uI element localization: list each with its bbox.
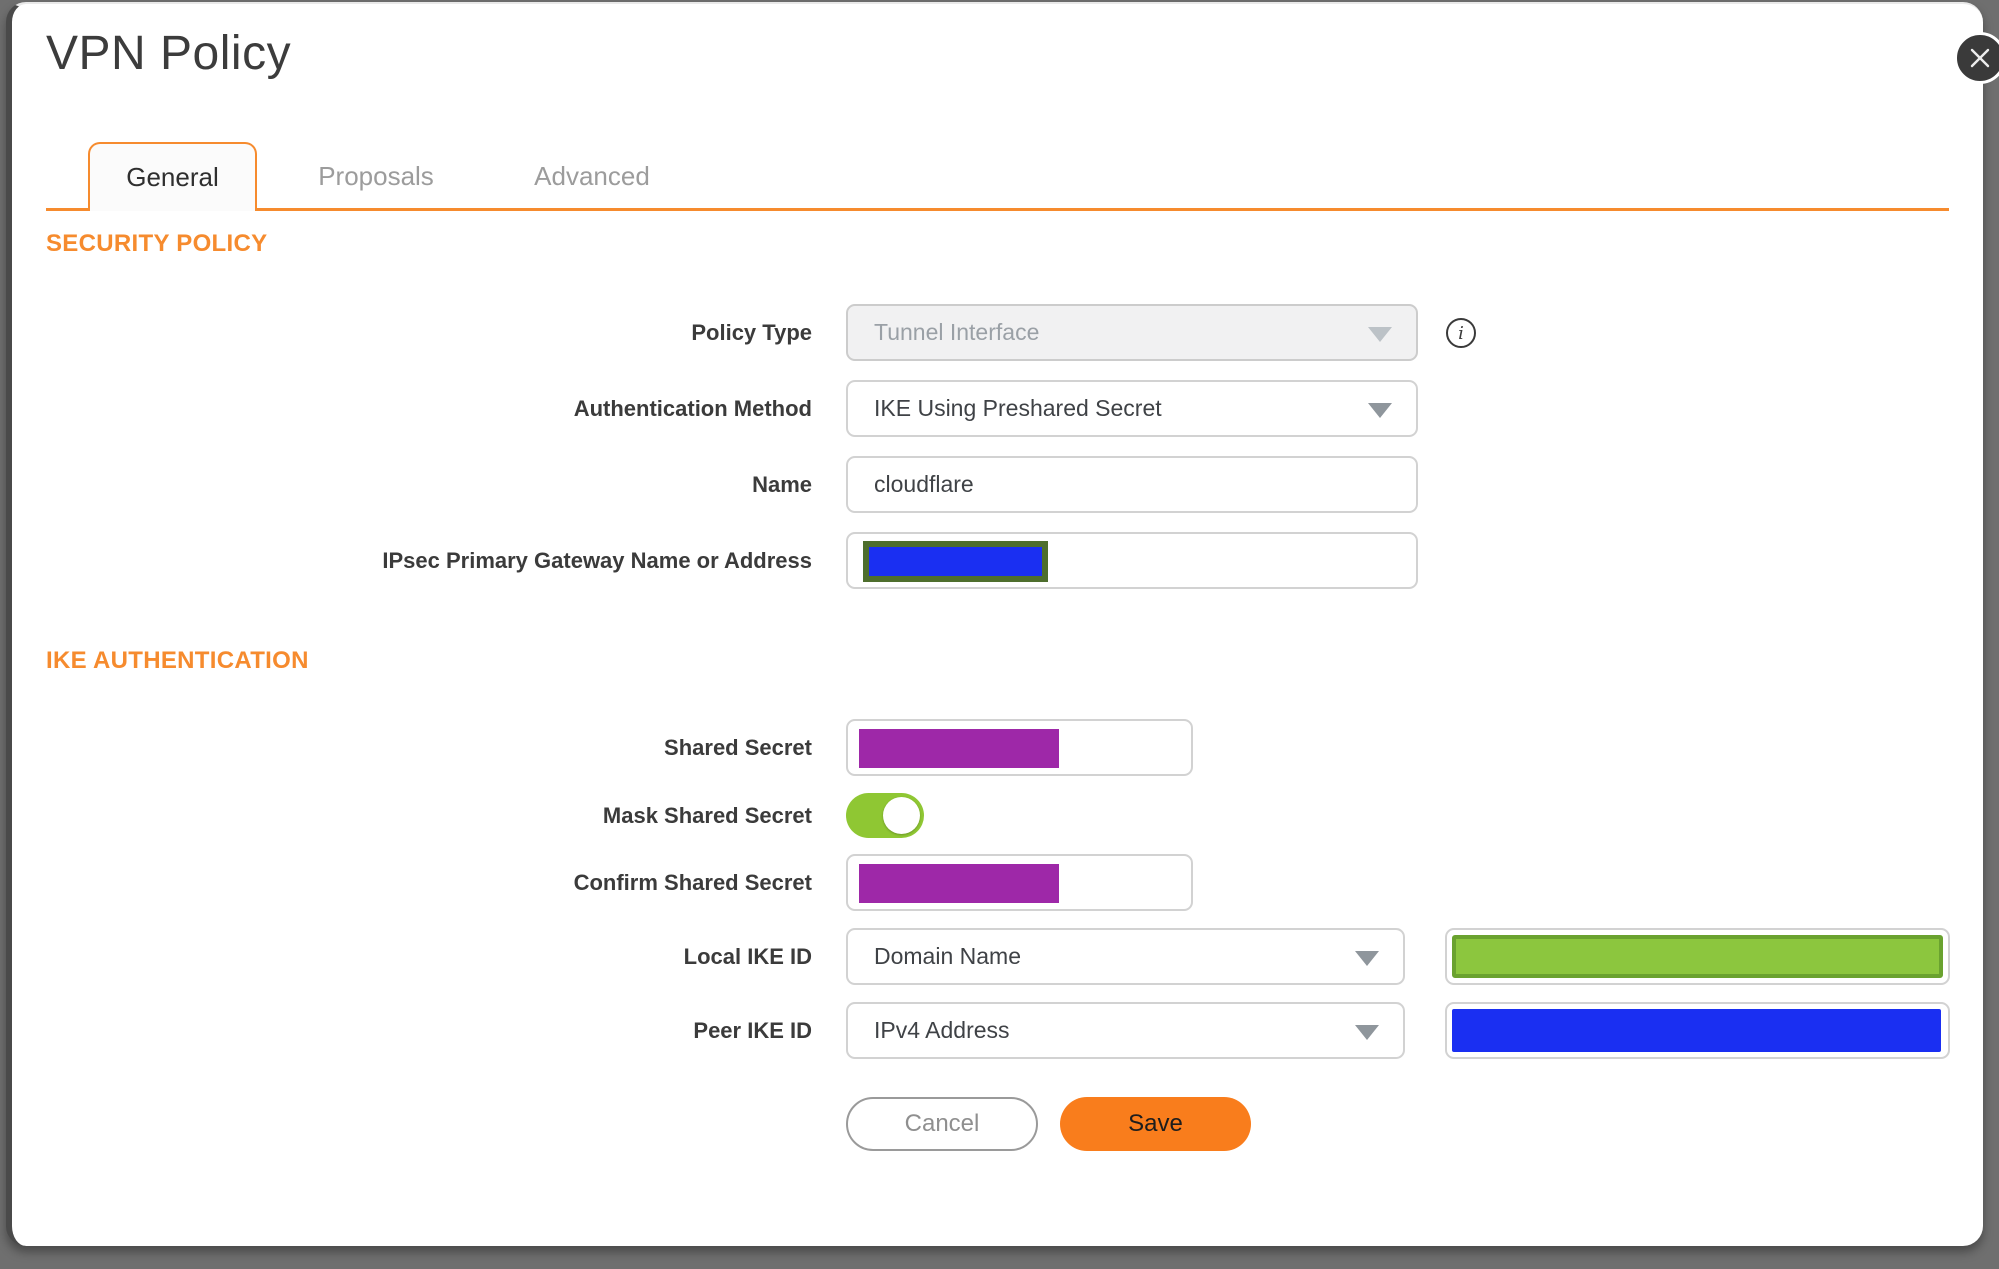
close-button[interactable] (1954, 32, 1999, 84)
authentication-method-label: Authentication Method (573, 396, 812, 421)
peer-ike-id-select[interactable]: IPv4 Address (846, 1002, 1405, 1059)
policy-type-select[interactable]: Tunnel Interface (846, 304, 1418, 361)
shared-secret-redaction-overlay (859, 729, 1059, 768)
authentication-method-value: IKE Using Preshared Secret (874, 395, 1162, 421)
confirm-shared-secret-label: Confirm Shared Secret (573, 870, 812, 895)
local-ike-id-select[interactable]: Domain Name (846, 928, 1405, 985)
cancel-button[interactable]: Cancel (846, 1097, 1038, 1151)
name-value: cloudflare (874, 471, 974, 497)
peer-ike-id-label: Peer IKE ID (693, 1018, 812, 1043)
shared-secret-input[interactable] (846, 719, 1193, 776)
section-heading-ike-authentication: IKE AUTHENTICATION (46, 647, 309, 674)
peer-ike-id-type-value: IPv4 Address (874, 1017, 1010, 1043)
tab-proposals[interactable]: Proposals (318, 161, 434, 191)
local-ike-id-value-input[interactable] (1445, 928, 1950, 985)
confirm-shared-secret-redaction-overlay (859, 864, 1059, 903)
page-title: VPN Policy (46, 27, 292, 80)
section-heading-security-policy: SECURITY POLICY (46, 230, 268, 257)
caret-down-icon (1368, 326, 1392, 342)
toggle-knob (883, 797, 920, 834)
gateway-input[interactable] (846, 532, 1418, 589)
info-icon[interactable]: i (1446, 318, 1476, 348)
policy-type-label: Policy Type (691, 320, 812, 345)
local-ike-id-label: Local IKE ID (683, 944, 812, 969)
vpn-policy-dialog: VPN Policy General Proposals Advanced SE… (6, 2, 1983, 1246)
caret-down-icon (1368, 402, 1392, 418)
local-ike-id-type-value: Domain Name (874, 943, 1021, 969)
peer-ike-id-value-input[interactable] (1445, 1002, 1950, 1059)
tab-advanced[interactable]: Advanced (534, 161, 650, 191)
confirm-shared-secret-input[interactable] (846, 854, 1193, 911)
mask-shared-secret-label: Mask Shared Secret (602, 803, 812, 828)
policy-type-value: Tunnel Interface (874, 319, 1040, 345)
caret-down-icon (1355, 1024, 1379, 1040)
peer-ike-id-redaction-overlay (1452, 1009, 1941, 1052)
authentication-method-select[interactable]: IKE Using Preshared Secret (846, 380, 1418, 437)
gateway-label: IPsec Primary Gateway Name or Address (382, 548, 812, 573)
shared-secret-label: Shared Secret (664, 735, 812, 760)
close-icon (1970, 48, 1990, 68)
name-label: Name (752, 472, 812, 497)
mask-shared-secret-toggle[interactable] (846, 793, 924, 838)
caret-down-icon (1355, 950, 1379, 966)
local-ike-id-redaction-overlay (1452, 935, 1943, 978)
tab-underline (46, 208, 1949, 211)
tab-general[interactable]: General (88, 142, 257, 211)
save-button[interactable]: Save (1060, 1097, 1251, 1151)
gateway-redaction-overlay (863, 541, 1048, 582)
name-input[interactable]: cloudflare (846, 456, 1418, 513)
